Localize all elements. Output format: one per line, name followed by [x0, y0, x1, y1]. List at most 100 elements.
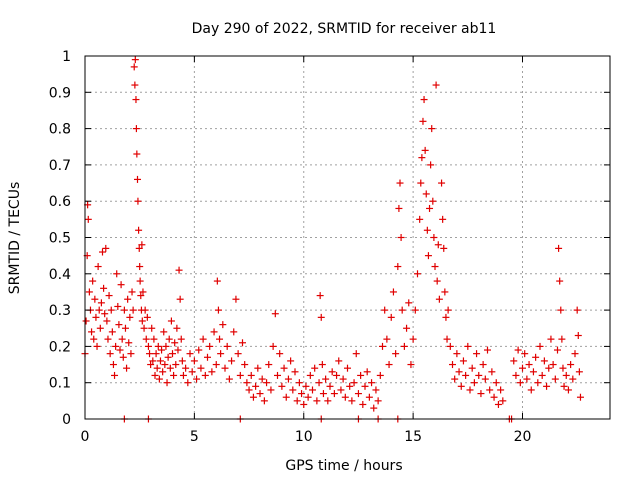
- data-point: [146, 350, 154, 358]
- data-point: [421, 146, 429, 154]
- data-point: [433, 277, 441, 285]
- x-tick-label: 0: [81, 429, 90, 445]
- y-tick-label: 0.9: [49, 85, 71, 101]
- data-point: [89, 277, 97, 285]
- data-point: [370, 404, 378, 412]
- data-point: [532, 353, 540, 361]
- data-point: [326, 382, 334, 390]
- data-point: [302, 382, 310, 390]
- data-point: [453, 350, 461, 358]
- data-point: [280, 364, 288, 372]
- data-point: [228, 357, 236, 365]
- data-point: [208, 368, 216, 376]
- data-point: [96, 324, 104, 332]
- data-point: [431, 263, 439, 271]
- data-point: [117, 281, 125, 289]
- data-point: [547, 335, 555, 343]
- data-point: [430, 234, 438, 241]
- y-tick-label: 0.5: [49, 231, 71, 247]
- data-point: [278, 382, 286, 390]
- data-point: [521, 350, 529, 358]
- data-point: [142, 335, 150, 343]
- data-point: [492, 379, 500, 387]
- data-point: [188, 368, 196, 376]
- data-point: [99, 248, 106, 256]
- data-point: [304, 393, 312, 401]
- data-point: [97, 299, 105, 307]
- data-point: [161, 361, 169, 369]
- data-point: [309, 386, 316, 394]
- data-point: [118, 335, 126, 343]
- data-point: [514, 346, 522, 354]
- data-point: [376, 371, 384, 379]
- data-point: [175, 266, 183, 274]
- data-point: [263, 379, 271, 387]
- data-point: [295, 379, 303, 387]
- data-point: [313, 397, 321, 405]
- data-point: [354, 390, 362, 398]
- data-point: [337, 386, 345, 394]
- data-point: [100, 284, 108, 292]
- grid-lines: [85, 56, 610, 419]
- data-point: [216, 335, 224, 343]
- data-point: [127, 350, 135, 358]
- data-point: [346, 382, 354, 390]
- data-point: [282, 393, 290, 401]
- data-point: [204, 353, 211, 361]
- data-point: [519, 364, 526, 372]
- data-point: [300, 400, 308, 408]
- data-point: [225, 375, 233, 383]
- data-point: [154, 342, 162, 350]
- data-point: [249, 393, 257, 401]
- data-point: [160, 328, 168, 336]
- data-point: [416, 215, 424, 223]
- x-tick-label: 5: [190, 429, 199, 445]
- data-point: [128, 288, 136, 296]
- data-point: [455, 368, 463, 376]
- data-point: [114, 302, 122, 310]
- data-point: [424, 252, 432, 260]
- data-point: [115, 321, 123, 329]
- data-point: [239, 339, 246, 347]
- data-point: [116, 346, 124, 354]
- data-point: [298, 390, 306, 398]
- y-tick-label: 0.2: [49, 339, 71, 355]
- data-point: [497, 386, 505, 394]
- data-point: [560, 382, 568, 390]
- data-point: [432, 81, 440, 89]
- data-point: [540, 357, 548, 365]
- data-point: [451, 375, 459, 383]
- data-point: [138, 317, 146, 325]
- data-point: [135, 244, 143, 252]
- data-point: [426, 204, 434, 212]
- data-point: [93, 342, 101, 350]
- data-point: [562, 371, 570, 379]
- data-point: [165, 335, 173, 343]
- data-point: [395, 204, 403, 212]
- x-tick-label: 15: [404, 429, 422, 445]
- y-tick-label: 0.8: [49, 122, 71, 138]
- data-point: [317, 313, 325, 321]
- data-point: [440, 244, 448, 252]
- data-point: [394, 263, 402, 271]
- data-point: [131, 56, 139, 64]
- data-point: [125, 339, 133, 347]
- data-point: [177, 335, 185, 343]
- x-axis-ticks: 0 5 10 15 20: [81, 56, 531, 445]
- data-point: [473, 350, 481, 358]
- data-point: [126, 313, 134, 321]
- data-point: [543, 382, 551, 390]
- data-point: [357, 371, 365, 379]
- data-point: [105, 292, 113, 300]
- data-point: [232, 295, 240, 303]
- data-point: [564, 386, 572, 394]
- data-point: [573, 306, 581, 314]
- data-point: [267, 386, 275, 394]
- data-point: [442, 313, 450, 321]
- data-point: [104, 335, 112, 343]
- data-point: [193, 375, 201, 383]
- data-point: [315, 379, 323, 387]
- data-point: [149, 357, 157, 365]
- data-point: [123, 364, 131, 372]
- data-point: [219, 321, 227, 329]
